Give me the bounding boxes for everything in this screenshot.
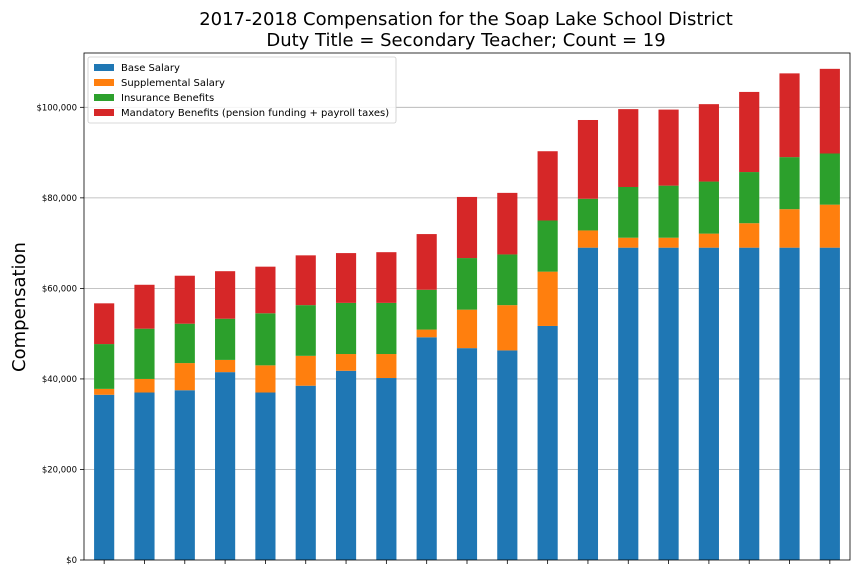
bar-segment-mandatory-benefits <box>94 303 115 345</box>
bar-segment-base-salary <box>295 385 316 560</box>
y-tick-label: $40,000 <box>42 375 77 385</box>
axes: $0 $20,000 $40,000 $60,000 $80,000 $100,000 <box>36 52 851 566</box>
bar-segment-insurance-benefits <box>739 172 760 224</box>
bar-segment-mandatory-benefits <box>779 73 800 158</box>
bar-segment-supplemental-salary <box>255 365 276 393</box>
plot-frame <box>83 52 851 561</box>
bar-segment-supplemental-salary <box>134 378 155 393</box>
bar-segment-base-salary <box>94 394 115 560</box>
bar-segment-mandatory-benefits <box>335 253 357 303</box>
bar-segment-base-salary <box>335 370 357 560</box>
bar-segment-mandatory-benefits <box>416 234 437 290</box>
bar-segment-base-salary <box>255 392 276 560</box>
bar-segment-base-salary <box>577 247 599 560</box>
bar-segment-insurance-benefits <box>215 318 236 360</box>
bar-segment-supplemental-salary <box>456 309 478 349</box>
bar-segment-insurance-benefits <box>658 185 679 238</box>
bar-segment-base-salary <box>819 247 840 560</box>
bar-segment-insurance-benefits <box>618 186 639 238</box>
legend-label: Base Salary <box>121 63 180 74</box>
legend-swatch <box>94 64 114 71</box>
bar-segment-supplemental-salary <box>698 233 719 248</box>
legend-box <box>87 56 397 124</box>
legend-swatch <box>94 79 114 86</box>
bar-segment-mandatory-benefits <box>497 192 518 255</box>
bar-segment-supplemental-salary <box>376 354 397 379</box>
bar-segment-supplemental-salary <box>215 359 236 373</box>
bar-segment-mandatory-benefits <box>698 104 719 182</box>
chart-title-line-1: 2017-2018 Compensation for the Soap Lake… <box>199 9 733 30</box>
bar-segment-mandatory-benefits <box>658 109 679 186</box>
bar-segment-insurance-benefits <box>295 305 316 356</box>
bar-segment-base-salary <box>134 392 155 560</box>
bar-segment-base-salary <box>174 390 195 560</box>
bar-segment-mandatory-benefits <box>215 271 236 319</box>
bar-segment-mandatory-benefits <box>134 284 155 329</box>
bar-segment-mandatory-benefits <box>537 151 558 221</box>
legend-swatch <box>94 94 114 101</box>
bar-segment-mandatory-benefits <box>819 68 840 154</box>
bar-segment-supplemental-salary <box>497 305 518 351</box>
bar-segment-insurance-benefits <box>335 302 357 355</box>
bar-segment-mandatory-benefits <box>255 266 276 314</box>
bar-segment-mandatory-benefits <box>739 91 760 173</box>
bar-segment-insurance-benefits <box>698 181 719 234</box>
bar-segment-insurance-benefits <box>819 153 840 205</box>
y-tick-label: $80,000 <box>42 194 77 204</box>
bar-segment-base-salary <box>497 350 518 560</box>
bars <box>94 68 840 560</box>
legend: Base Salary Supplemental Salary Insurance … <box>87 56 397 124</box>
y-tick-label: $0 <box>66 556 77 566</box>
bar-segment-insurance-benefits <box>376 302 397 355</box>
bar-segment-insurance-benefits <box>134 328 155 379</box>
bar-segment-base-salary <box>618 247 639 560</box>
bar-segment-mandatory-benefits <box>618 109 639 187</box>
bar-segment-supplemental-salary <box>819 204 840 248</box>
bar-segment-insurance-benefits <box>255 313 276 366</box>
bar-segment-mandatory-benefits <box>456 196 478 259</box>
bar-segment-supplemental-salary <box>295 355 316 386</box>
legend-swatch <box>94 109 114 116</box>
bar-segment-supplemental-salary <box>577 230 599 248</box>
bar-segment-base-salary <box>376 378 397 560</box>
bar-segment-supplemental-salary <box>94 388 115 395</box>
bar-segment-supplemental-salary <box>618 237 639 248</box>
legend-label: Mandatory Benefits (pension funding + pa… <box>121 108 389 119</box>
bar-segment-insurance-benefits <box>174 323 195 364</box>
bar-segment-base-salary <box>456 348 478 560</box>
chart-title-line-2: Duty Title = Secondary Teacher; Count = … <box>266 30 665 51</box>
bar-segment-insurance-benefits <box>577 198 599 231</box>
legend-label: Insurance Benefits <box>121 93 214 104</box>
bar-segment-mandatory-benefits <box>295 255 316 306</box>
bar-segment-insurance-benefits <box>779 157 800 210</box>
bar-segment-supplemental-salary <box>174 363 195 391</box>
bar-segment-insurance-benefits <box>456 258 478 310</box>
bar-segment-mandatory-benefits <box>376 252 397 303</box>
bar-segment-supplemental-salary <box>537 271 558 326</box>
bar-segment-base-salary <box>739 247 760 560</box>
y-tick-label: $100,000 <box>36 103 77 113</box>
y-axis-label: Compensation <box>9 242 30 372</box>
bar-segment-base-salary <box>658 247 679 560</box>
bar-segment-insurance-benefits <box>94 344 115 389</box>
bar-segment-supplemental-salary <box>779 209 800 248</box>
bar-segment-base-salary <box>215 372 236 560</box>
legend-label: Supplemental Salary <box>121 78 225 89</box>
y-tick-label: $20,000 <box>42 465 77 475</box>
bar-segment-base-salary <box>416 337 437 560</box>
bar-segment-insurance-benefits <box>497 254 518 306</box>
bar-segment-supplemental-salary <box>335 354 357 371</box>
bar-segment-insurance-benefits <box>416 289 437 330</box>
bar-segment-mandatory-benefits <box>174 275 195 324</box>
y-tick-label: $60,000 <box>42 284 77 294</box>
bar-segment-base-salary <box>698 247 719 560</box>
bar-segment-mandatory-benefits <box>577 119 599 199</box>
bar-segment-insurance-benefits <box>537 220 558 272</box>
bar-segment-base-salary <box>779 247 800 560</box>
bar-segment-supplemental-salary <box>658 237 679 248</box>
bar-segment-supplemental-salary <box>416 329 437 338</box>
bar-segment-base-salary <box>537 325 558 560</box>
bar-segment-supplemental-salary <box>739 223 760 248</box>
